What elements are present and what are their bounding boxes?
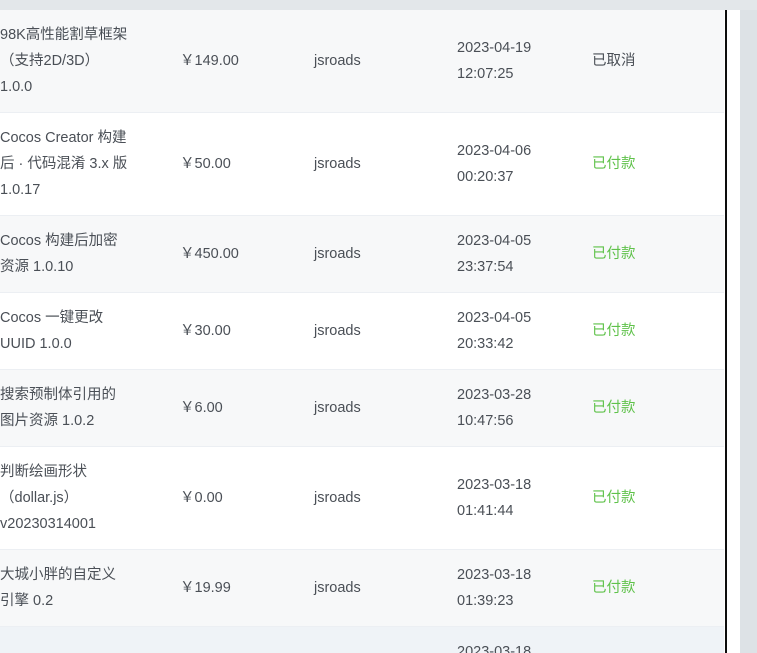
status-badge: 已付款 [592,246,636,262]
cell-author[interactable]: jsroads [314,246,361,262]
orders-table: 98K高性能割草框架（支持2D/3D）1.0.0 ￥149.00 jsroads 20… [0,10,724,653]
time-text: 20:33:42 [457,336,514,352]
status-badge: 已付款 [592,400,636,416]
product-name-text: Cocos 构建后加密资源 1.0.10 [0,233,118,275]
cell-price: ￥19.99 [180,580,231,596]
date-text: 2023-03-18 [457,477,532,493]
cell-product-name[interactable]: Cocos 一键更改 UUID 1.0.0 [0,293,180,370]
cell-status: 已付款 [592,370,724,447]
cell-author[interactable]: jsroads [314,580,361,596]
cell-datetime: 2023-03-18 01:41:44 [457,447,592,550]
orders-table-body: 98K高性能割草框架（支持2D/3D）1.0.0 ￥149.00 jsroads 20… [0,10,724,653]
cell-product-name[interactable]: Cocos 构建后加密资源 1.0.10 [0,216,180,293]
time-text: 23:37:54 [457,259,514,275]
window-top-bar [0,0,757,10]
cell-author[interactable]: jsroads [314,627,457,653]
cell-price: ￥149.00 [180,53,239,69]
cell-product-name[interactable]: 搜索预制体引用的图片资源 1.0.2 [0,370,180,447]
table-row[interactable]: 98K高性能割草框架（支持2D/3D）1.0.0 ￥149.00 jsroads 20… [0,10,724,113]
product-name-text: 判断绘画形状（dollar.js）v20230314001 [0,464,96,532]
cell-datetime: 2023-04-19 12:07:25 [457,10,592,113]
product-name-text: 大城小胖的自定义引擎 0.2 [0,567,116,609]
time-text: 01:39:23 [457,593,514,609]
status-badge: 已付款 [592,490,636,506]
table-row[interactable]: Cocos 一键更改 UUID 1.0.0 ￥30.00 jsroads 2023-0… [0,292,724,370]
vertical-scrollbar-thumb[interactable] [725,10,727,653]
table-row[interactable]: 大城小胖的自定义引擎 0.2 ￥19.99 jsroads 2023-03-18 01:… [0,549,724,627]
cell-product-name[interactable]: 判断绘画形状（dollar.js）v20230314001 [0,447,180,550]
product-name-text: 98K高性能割草框架（支持2D/3D）1.0.0 [0,27,128,95]
cell-price: ￥6.00 [180,400,223,416]
date-text: 2023-04-06 [457,143,532,159]
table-row[interactable]: Cocos 构建后加密资源 1.0.10 ￥450.00 jsroads 2023-0… [0,215,724,293]
cell-datetime: 2023-03-28 10:47:56 [457,370,592,447]
status-badge: 已付款 [592,156,636,172]
orders-table-scroll-container[interactable]: 98K高性能割草框架（支持2D/3D）1.0.0 ￥149.00 jsroads 20… [0,10,724,653]
time-text: 01:41:44 [457,503,514,519]
cell-status: 已付款 [592,550,724,627]
cell-status: 已付款 [592,113,724,216]
cell-status: 已付款 [592,293,724,370]
cell-product-name[interactable]: 万能引用查询 1.0.3 [0,627,180,653]
right-gutter [728,10,740,653]
cell-price: ￥50.00 [180,156,231,172]
cell-author[interactable]: jsroads [314,400,361,416]
product-name-text: Cocos 一键更改 UUID 1.0.0 [0,310,104,352]
status-badge: 已付款 [592,323,636,339]
cell-author[interactable]: jsroads [314,53,361,69]
cell-status: 已付款 [592,216,724,293]
cell-datetime: 2023-04-06 00:20:37 [457,113,592,216]
date-text: 2023-04-19 [457,40,532,56]
cell-product-name[interactable]: 大城小胖的自定义引擎 0.2 [0,550,180,627]
date-text: 2023-03-28 [457,387,532,403]
product-name-text: Cocos Creator 构建后 · 代码混淆 3.x 版 1.0.17 [0,130,128,198]
cell-datetime: 2023-03-18 01:39:23 [457,550,592,627]
cell-status: 已付款 [592,447,724,550]
status-badge: 已付款 [592,580,636,596]
table-row[interactable]: 搜索预制体引用的图片资源 1.0.2 ￥6.00 jsroads 2023-03-28… [0,369,724,447]
date-text: 2023-04-05 [457,310,532,326]
time-text: 10:47:56 [457,413,514,429]
cell-product-name[interactable]: Cocos Creator 构建后 · 代码混淆 3.x 版 1.0.17 [0,113,180,216]
product-name-text: 搜索预制体引用的图片资源 1.0.2 [0,387,116,429]
cell-product-name[interactable]: 98K高性能割草框架（支持2D/3D）1.0.0 [0,10,180,113]
table-row[interactable]: 判断绘画形状（dollar.js）v20230314001 ￥0.00 jsroad… [0,446,724,550]
cell-author[interactable]: jsroads [314,156,361,172]
status-badge: 已取消 [592,53,636,69]
cell-datetime: 2023-04-05 23:37:54 [457,216,592,293]
cell-price: ￥0.00 [180,490,223,506]
date-text: 2023-03-18 [457,644,532,653]
table-row[interactable]: 万能引用查询 1.0.3￥12.00jsroads2023-03-1801:22… [0,626,724,653]
cell-author[interactable]: jsroads [314,490,361,506]
right-side-panel [740,10,757,653]
cell-price: ￥12.00 [180,627,314,653]
cell-price: ￥30.00 [180,323,231,339]
cell-author[interactable]: jsroads [314,323,361,339]
cell-price: ￥450.00 [180,246,239,262]
date-text: 2023-03-18 [457,567,532,583]
time-text: 00:20:37 [457,169,514,185]
cell-datetime: 2023-04-05 20:33:42 [457,293,592,370]
time-text: 12:07:25 [457,66,514,82]
table-row[interactable]: Cocos Creator 构建后 · 代码混淆 3.x 版 1.0.17 ￥50… [0,112,724,216]
cell-status: 已取消 [592,10,724,113]
cell-status: 已付款 [592,627,724,653]
date-text: 2023-04-05 [457,233,532,249]
